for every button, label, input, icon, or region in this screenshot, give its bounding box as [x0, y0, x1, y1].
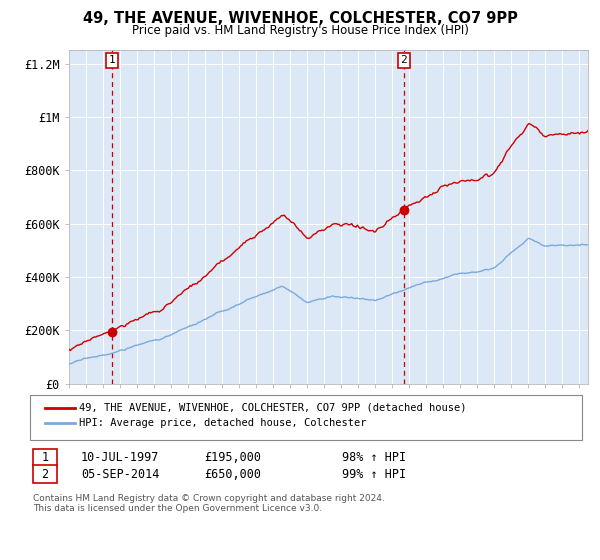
- Point: [107, 327, 117, 336]
- Text: £650,000: £650,000: [204, 468, 261, 481]
- Text: Price paid vs. HM Land Registry's House Price Index (HPI): Price paid vs. HM Land Registry's House …: [131, 24, 469, 37]
- Text: 99% ↑ HPI: 99% ↑ HPI: [342, 468, 406, 481]
- Point: [399, 206, 409, 215]
- Text: 2: 2: [401, 55, 407, 66]
- Text: Contains HM Land Registry data © Crown copyright and database right 2024.
This d: Contains HM Land Registry data © Crown c…: [33, 494, 385, 514]
- Text: 49, THE AVENUE, WIVENHOE, COLCHESTER, CO7 9PP: 49, THE AVENUE, WIVENHOE, COLCHESTER, CO…: [83, 11, 517, 26]
- Text: 05-SEP-2014: 05-SEP-2014: [81, 468, 160, 481]
- Text: 10-JUL-1997: 10-JUL-1997: [81, 451, 160, 464]
- Text: 2: 2: [41, 468, 49, 481]
- Text: 98% ↑ HPI: 98% ↑ HPI: [342, 451, 406, 464]
- Text: 1: 1: [41, 451, 49, 464]
- Text: 1: 1: [109, 55, 115, 66]
- Text: £195,000: £195,000: [204, 451, 261, 464]
- Text: 49, THE AVENUE, WIVENHOE, COLCHESTER, CO7 9PP (detached house): 49, THE AVENUE, WIVENHOE, COLCHESTER, CO…: [79, 403, 467, 413]
- Text: HPI: Average price, detached house, Colchester: HPI: Average price, detached house, Colc…: [79, 418, 367, 428]
